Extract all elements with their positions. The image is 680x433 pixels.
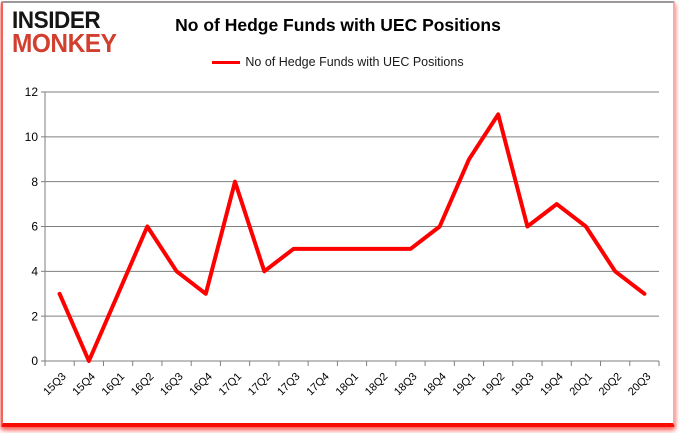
- x-axis-label: 20Q3: [626, 371, 654, 399]
- chart-frame: INSIDER MONKEY No of Hedge Funds with UE…: [1, 1, 675, 427]
- x-axis-label: 18Q3: [392, 371, 420, 399]
- chart-title: No of Hedge Funds with UEC Positions: [175, 15, 501, 35]
- y-axis-label: 8: [31, 175, 38, 189]
- x-axis-label: 20Q2: [597, 371, 625, 399]
- y-axis-label: 0: [31, 354, 38, 368]
- x-axis-label: 19Q2: [480, 371, 508, 399]
- x-axis-label: 17Q4: [304, 371, 332, 399]
- insider-monkey-logo: INSIDER MONKEY: [12, 7, 117, 59]
- series-line: [57, 112, 647, 363]
- y-axis-label: 10: [25, 130, 39, 144]
- x-axis-label: 19Q1: [451, 371, 479, 399]
- x-axis-label: 17Q3: [275, 371, 303, 399]
- x-axis-label: 16Q1: [100, 371, 128, 399]
- x-axis-label: 18Q2: [363, 371, 391, 399]
- y-axis-label: 2: [31, 309, 38, 323]
- x-axis-label: 16Q4: [187, 371, 215, 399]
- y-axis-label: 4: [31, 265, 38, 279]
- x-axis-label: 19Q3: [509, 371, 537, 399]
- y-axis-label: 6: [31, 220, 38, 234]
- x-axis-label: 15Q3: [41, 371, 69, 399]
- x-axis-label: 19Q4: [538, 371, 566, 399]
- x-axis-label: 17Q2: [246, 371, 274, 399]
- x-axis-label: 15Q4: [70, 371, 98, 399]
- logo-monkey-text: MONKEY: [12, 28, 117, 59]
- logo-insider-text: INSIDER: [12, 7, 101, 34]
- x-axis-label: 17Q1: [217, 371, 245, 399]
- x-axis-label: 20Q1: [568, 371, 596, 399]
- legend: No of Hedge Funds with UEC Positions: [3, 55, 673, 69]
- y-axis-label: 12: [25, 85, 39, 99]
- x-axis-label: 16Q2: [129, 371, 157, 399]
- legend-label: No of Hedge Funds with UEC Positions: [245, 55, 464, 69]
- x-axis-label: 18Q1: [334, 371, 362, 399]
- x-axis-label: 18Q4: [421, 371, 449, 399]
- legend-line-icon: [212, 60, 241, 64]
- x-axis-label: 16Q3: [158, 371, 186, 399]
